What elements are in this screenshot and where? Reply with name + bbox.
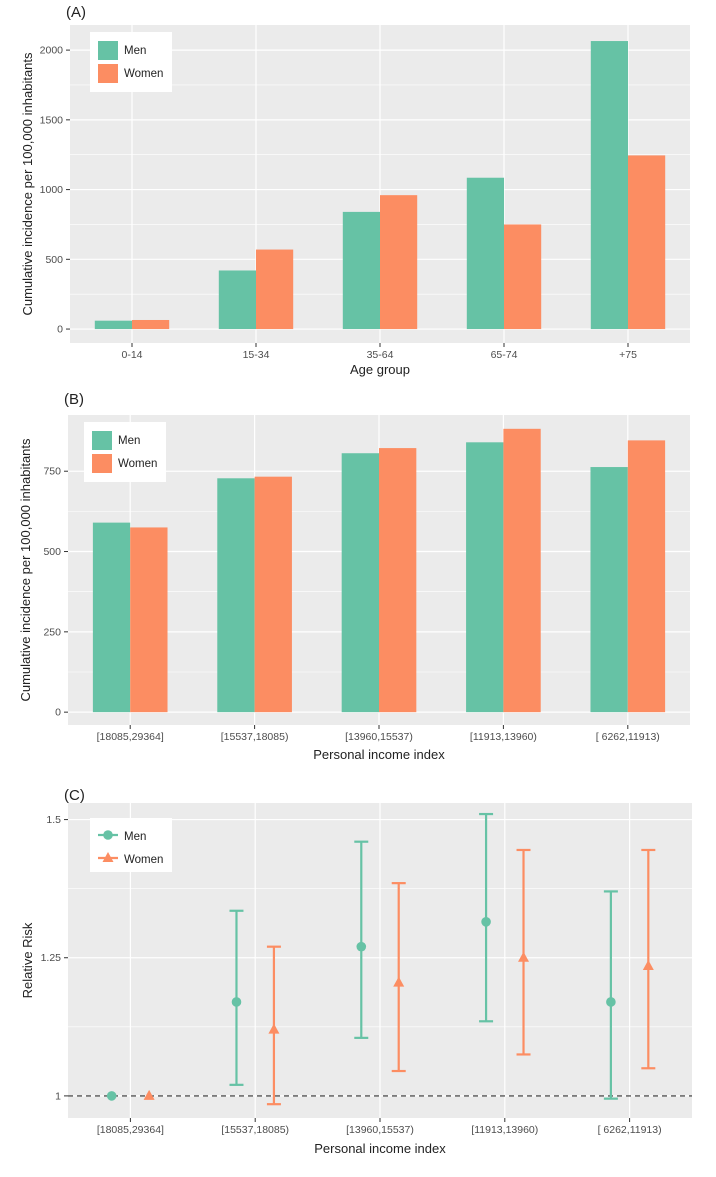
x-tick-label: 0-14 [121, 349, 142, 361]
y-axis-title: Cumulative incidence per 100,000 inhabit… [18, 438, 33, 702]
legend-label-men: Men [118, 435, 140, 447]
legend-key-men [98, 41, 118, 60]
bar-women [503, 428, 541, 713]
panel-label: (B) [64, 391, 84, 408]
legend: Men Women [84, 422, 166, 482]
bar-men [466, 177, 504, 330]
panel-b-incidence-by-income: 0 250 500 750 [18085,29364] [15537,18085) [139… [18, 391, 690, 762]
panel-a-incidence-by-age: 0 500 1000 1500 2000 0-14 15-34 35-64 65-74 +75 (A… [20, 4, 690, 377]
legend-label-women: Women [124, 854, 163, 866]
y-tick-label: 1.5 [46, 814, 61, 826]
x-tick-label: [ 6262,11913) [596, 731, 660, 743]
y-tick-label: 1 [55, 1090, 61, 1102]
x-axis-title: Age group [350, 362, 410, 377]
y-tick-label: 750 [43, 466, 61, 478]
bar-women [628, 155, 666, 330]
bar-women [627, 440, 666, 713]
x-tick-label: 15-34 [243, 349, 270, 361]
y-tick-label: 0 [57, 324, 63, 336]
x-tick-label: [ 6262,11913) [598, 1124, 662, 1136]
x-tick-label: [18085,29364] [97, 1124, 164, 1136]
bar-men [466, 442, 504, 713]
point-women [268, 1023, 280, 1034]
bar-women [380, 195, 418, 330]
bar-women [132, 319, 170, 330]
bar-men [341, 453, 379, 713]
y-tick-label: 1500 [40, 114, 64, 126]
legend-key-men [103, 830, 113, 840]
x-tick-label: [11913,13960) [471, 1124, 538, 1136]
legend-key-women [98, 64, 118, 83]
y-tick-label: 1.25 [41, 952, 62, 964]
bar-women [379, 448, 417, 713]
legend-key-women [102, 852, 114, 862]
bar-women [130, 527, 168, 713]
point-men [106, 1091, 117, 1101]
y-axis-title: Relative Risk [20, 922, 35, 998]
x-tick-label: [13960,15537) [346, 1124, 414, 1136]
bar-men [217, 478, 255, 713]
legend-key-men [92, 431, 112, 450]
bar-men [342, 211, 380, 330]
bar-men [94, 320, 132, 330]
x-tick-label: [15537,18085) [221, 731, 289, 743]
y-tick-label: 0 [55, 707, 61, 719]
point-men [481, 917, 491, 927]
x-tick-label: 65-74 [491, 349, 518, 361]
x-tick-label: [11913,13960) [470, 731, 537, 743]
point-men [606, 997, 616, 1007]
y-tick-label: 500 [45, 254, 63, 266]
x-tick-label: [18085,29364] [97, 731, 164, 743]
bar-women [254, 476, 292, 713]
legend-label-women: Women [118, 458, 157, 470]
legend: Men Women [90, 818, 172, 872]
point-women [518, 951, 530, 962]
point-women [393, 976, 405, 987]
y-axis-title: Cumulative incidence per 100,000 inhabit… [20, 52, 35, 316]
bar-men [590, 41, 628, 330]
point-women [642, 960, 654, 971]
panel-label: (A) [66, 4, 86, 21]
legend-key-women [92, 454, 112, 473]
y-tick-label: 1000 [40, 184, 64, 196]
point-women [143, 1089, 155, 1100]
bar-men [218, 270, 256, 330]
y-tick-label: 250 [43, 626, 61, 638]
x-tick-label: +75 [619, 349, 637, 361]
panel-c-relative-risk: 1 1.25 1.5 [18085,29364] [15537,18085) [13960… [20, 787, 692, 1156]
y-tick-label: 2000 [40, 45, 64, 57]
x-tick-label: 35-64 [367, 349, 394, 361]
bar-men [590, 467, 628, 713]
y-tick-label: 500 [43, 546, 61, 558]
legend: Men Women [90, 32, 172, 92]
bar-women [256, 249, 294, 330]
legend-background [90, 818, 172, 872]
legend-label-men: Men [124, 45, 146, 57]
x-axis-title: Personal income index [314, 1141, 446, 1156]
legend-label-women: Women [124, 68, 163, 80]
point-men [231, 997, 242, 1007]
x-tick-label: [15537,18085) [221, 1124, 289, 1136]
bar-women [504, 224, 542, 330]
x-axis-title: Personal income index [313, 747, 445, 762]
panel-label: (C) [64, 787, 85, 804]
x-tick-label: [13960,15537) [345, 731, 413, 743]
legend-label-men: Men [124, 831, 146, 843]
point-men [356, 941, 367, 952]
bar-men [92, 522, 131, 713]
